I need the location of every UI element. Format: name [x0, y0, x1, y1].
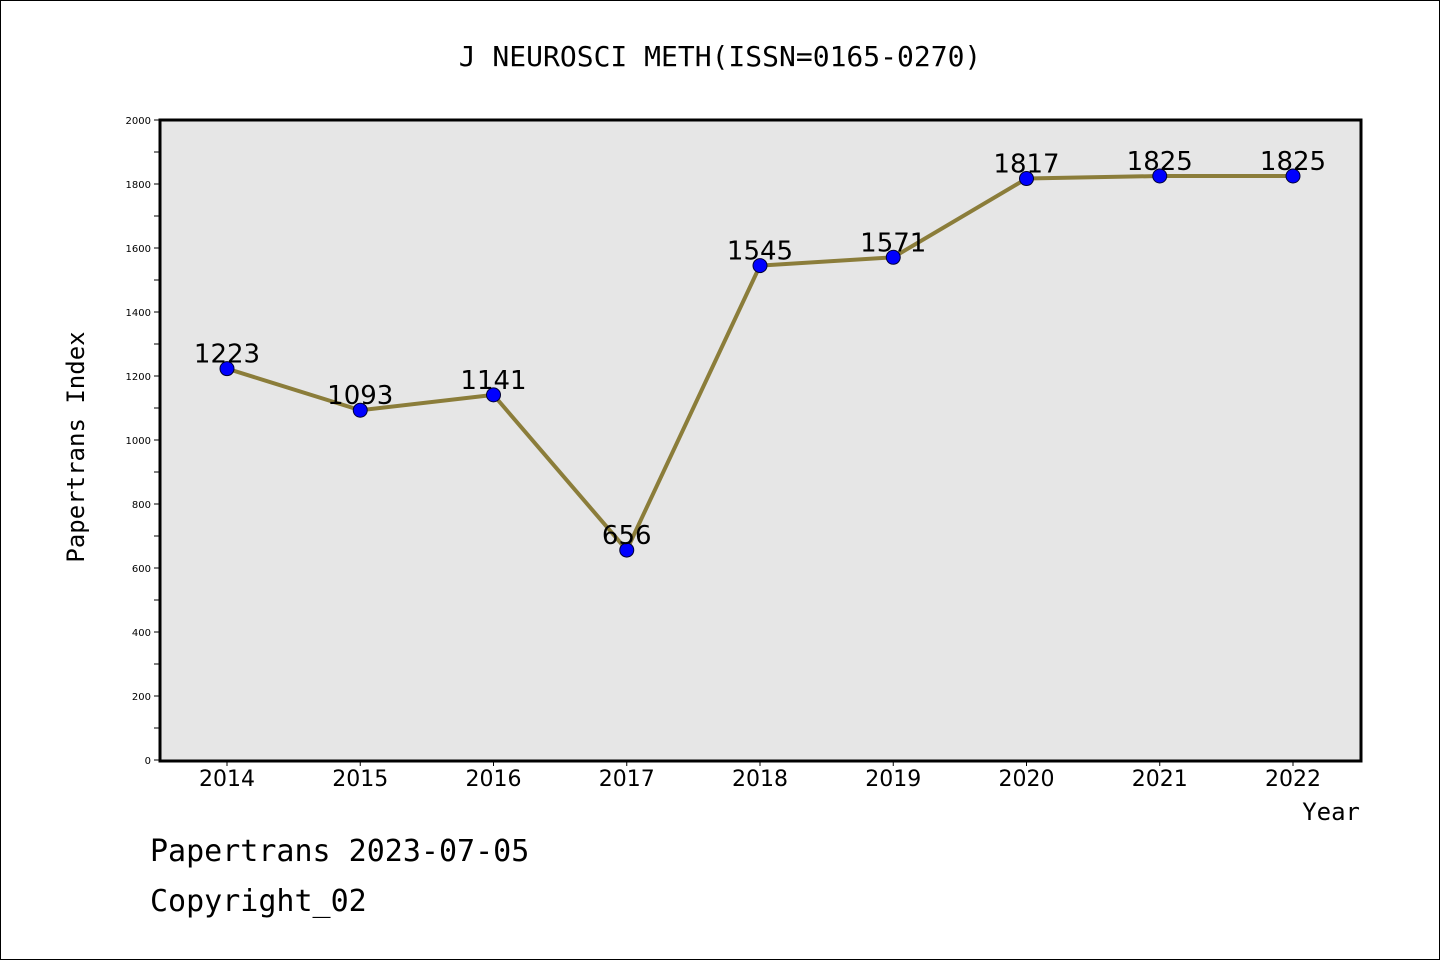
data-point-marker: [486, 387, 501, 403]
x-tick-label: 2018: [732, 767, 788, 792]
y-tick-label: 1800: [126, 180, 151, 191]
x-tick-label: 2016: [466, 767, 522, 792]
data-label: 1825: [1260, 147, 1326, 177]
y-axis: 0 200 400 600 800 1000 1200 1400 1600 1800 2000: [126, 116, 160, 767]
data-point-marker: [619, 542, 635, 558]
data-label: 1571: [860, 228, 926, 258]
y-axis-label: Papertrans Index: [62, 331, 90, 562]
data-label: 656: [602, 521, 652, 551]
x-tick-label: 2022: [1265, 767, 1321, 792]
y-tick-label: 800: [132, 500, 151, 511]
x-tick-label: 2019: [865, 767, 921, 792]
data-point-marker: [752, 258, 768, 274]
data-label-group: 1223 1093 1141 656 1545 1571 1817 1825 1825: [194, 147, 1326, 551]
plot-area: [158, 118, 1363, 763]
data-label: 1545: [727, 237, 793, 267]
data-label: 1093: [327, 381, 393, 411]
x-axis: 2014 2015 2016 2017 2018 2019 2020 2021 2022: [199, 760, 1321, 792]
data-point-marker: [1152, 168, 1168, 184]
y-tick-label: 200: [132, 692, 151, 703]
data-point-marker: [885, 249, 901, 265]
x-tick-label: 2014: [199, 767, 255, 792]
y-tick-label: 600: [132, 564, 151, 575]
y-tick-label: 2000: [126, 116, 151, 127]
y-tick-label: 400: [132, 628, 151, 639]
x-tick-label: 2017: [599, 767, 655, 792]
y-tick-label: 0: [145, 756, 151, 767]
x-tick-label: 2020: [999, 767, 1055, 792]
x-axis-label: Year: [1302, 798, 1360, 826]
x-tick-label: 2015: [332, 767, 388, 792]
y-tick-label: 1400: [126, 308, 151, 319]
chart-title: J NEUROSCI METH(ISSN=0165-0270): [459, 40, 982, 73]
footer-copyright: Copyright_02: [150, 884, 367, 919]
series-line-group: [219, 168, 1301, 558]
x-tick-label: 2021: [1132, 767, 1188, 792]
data-label: 1223: [194, 340, 260, 370]
y-tick-label: 1600: [126, 244, 151, 255]
data-point-marker: [1019, 171, 1034, 187]
data-point-marker: [352, 402, 368, 418]
data-point-marker: [1285, 168, 1301, 184]
data-point-marker: [219, 361, 235, 377]
data-label: 1141: [460, 366, 526, 396]
y-tick-label: 1000: [126, 436, 151, 447]
data-label: 1817: [993, 150, 1059, 180]
data-label: 1825: [1127, 147, 1193, 177]
y-tick-label: 1200: [126, 372, 151, 383]
footer-source-date: Papertrans 2023-07-05: [150, 834, 530, 869]
